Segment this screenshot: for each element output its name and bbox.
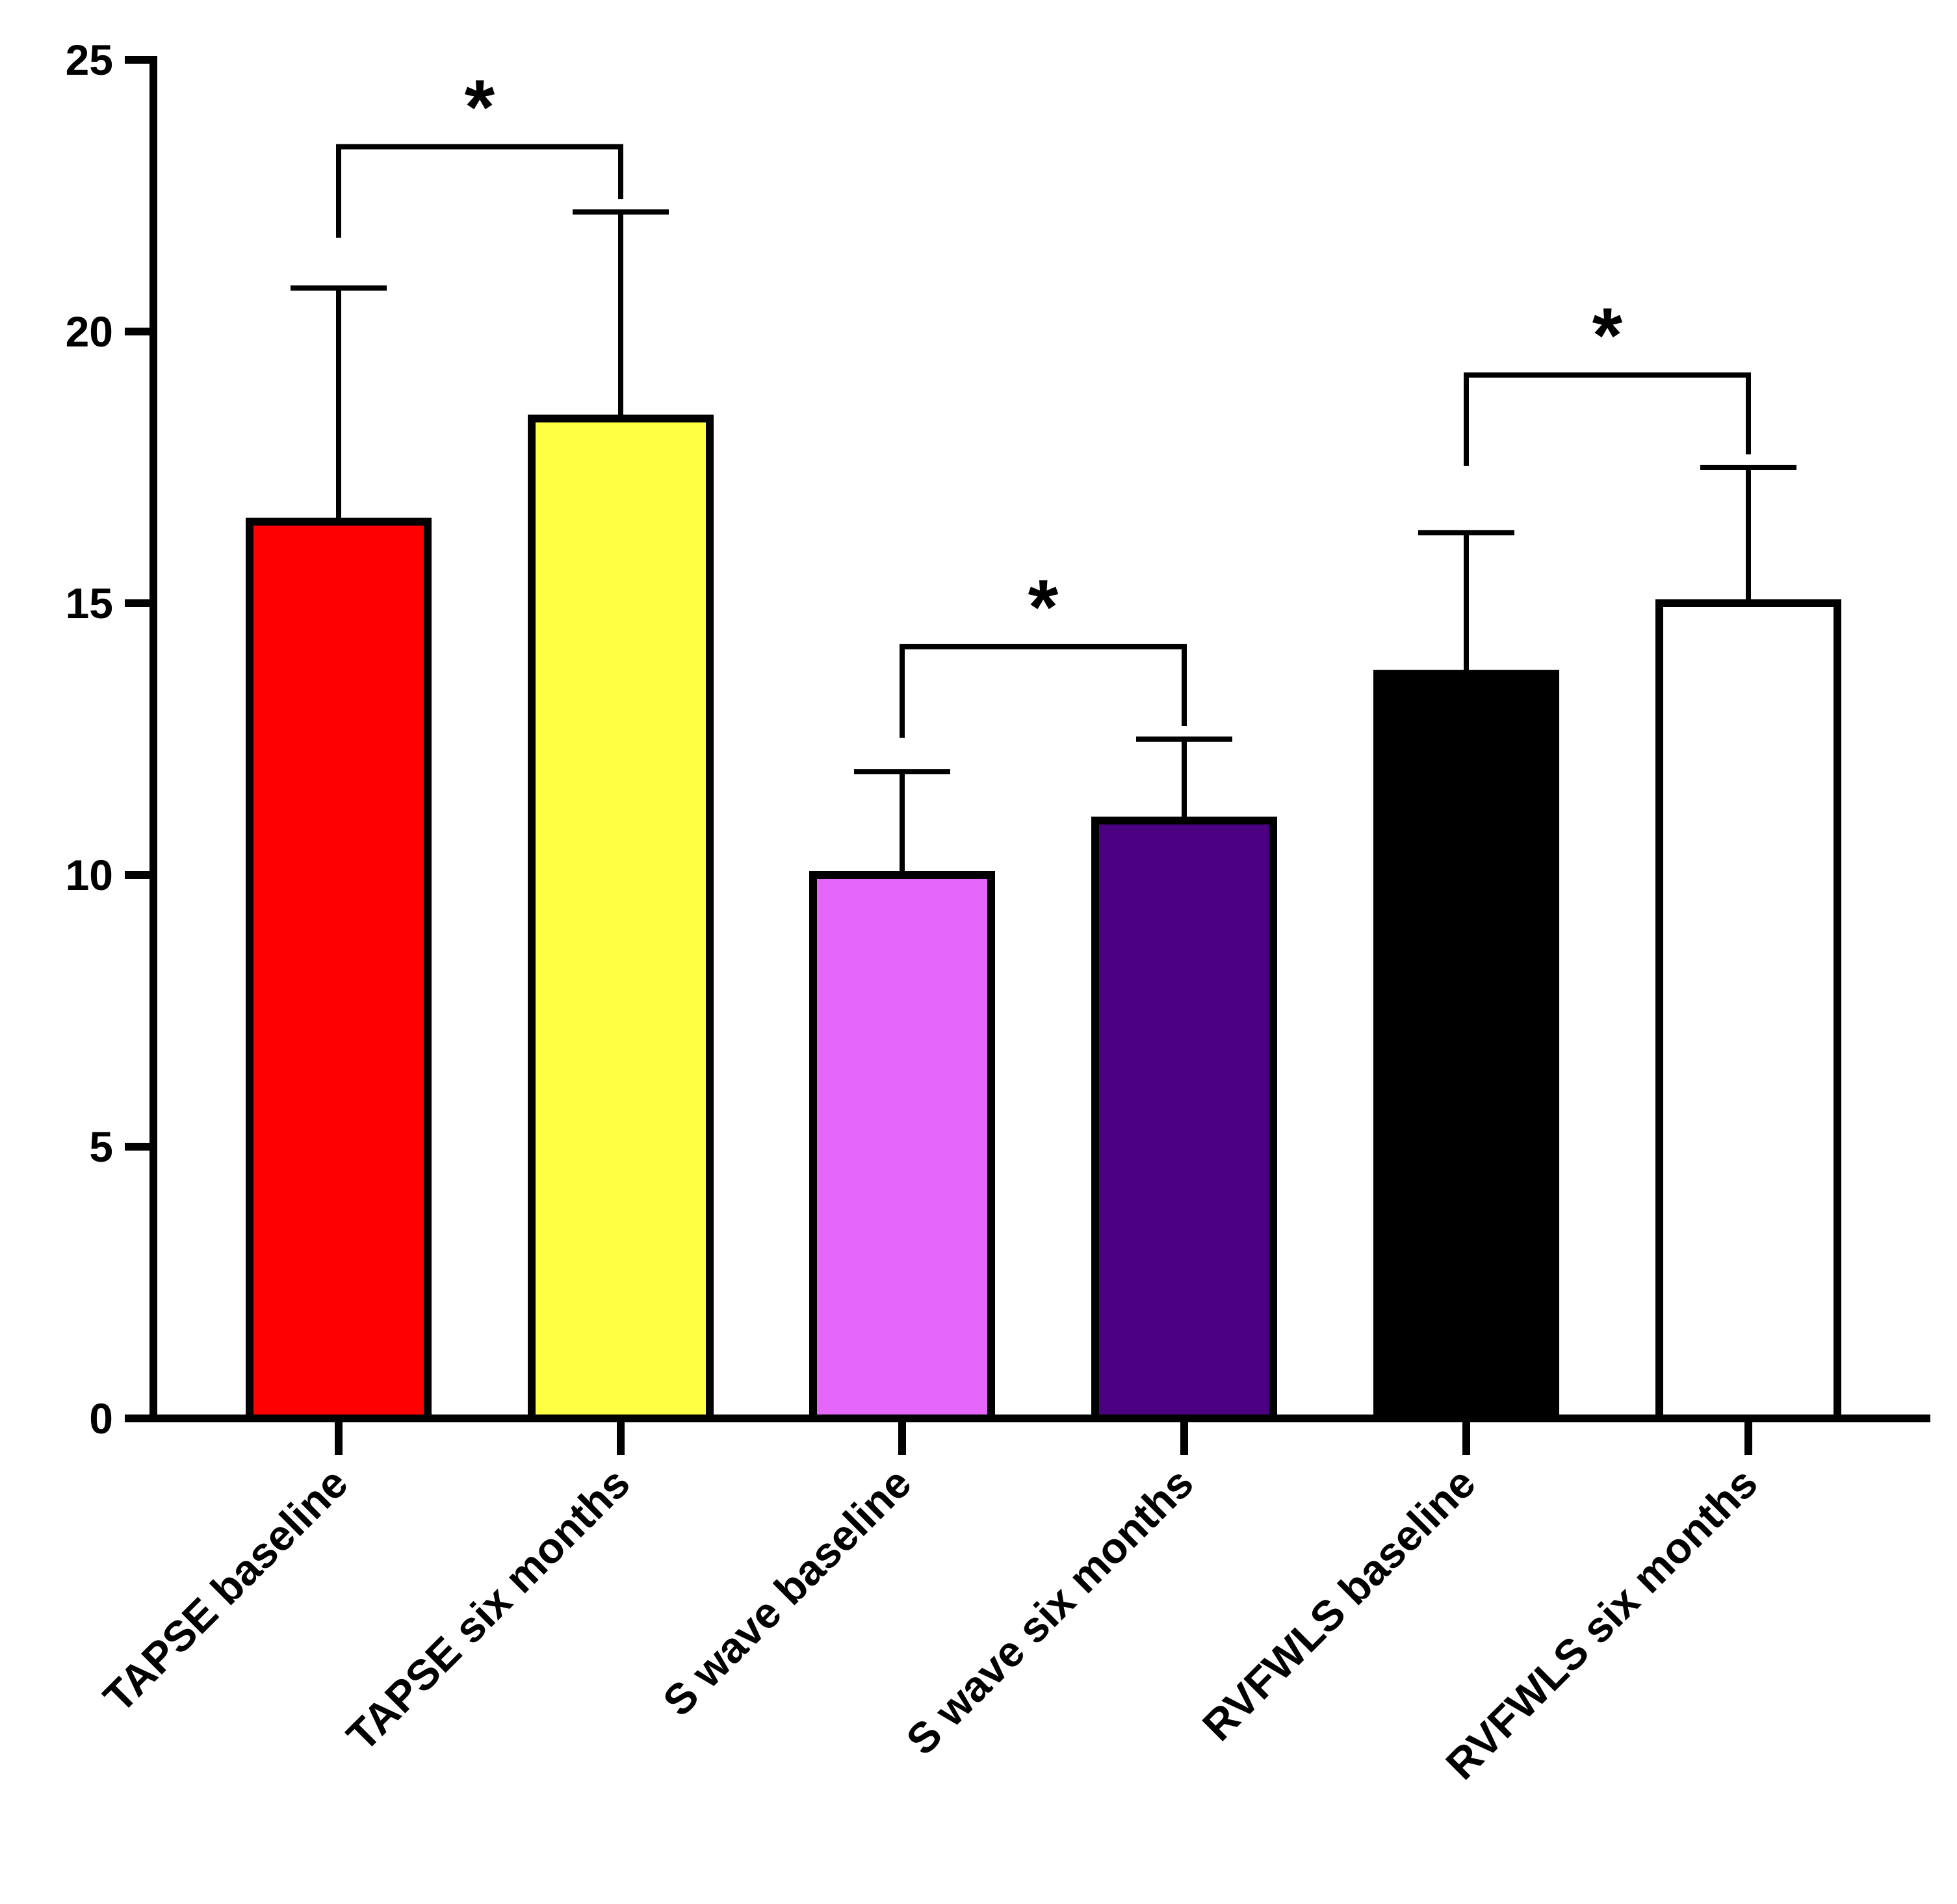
bar-rvfwls-six-months <box>1655 599 1841 1422</box>
significance-star-3: * <box>1592 292 1623 379</box>
axes-layer <box>125 56 1930 1455</box>
significance-bracket-3 <box>1464 372 1751 466</box>
bar-tapse-baseline <box>246 517 432 1422</box>
x-tick-label-s-wave-baseline: S wave baseline <box>654 1459 920 1725</box>
y-tick-label-10: 10 <box>66 851 113 899</box>
y-tick-label-0: 0 <box>89 1394 113 1442</box>
significance-layer: * * * <box>336 64 1751 738</box>
y-tick-label-15: 15 <box>66 579 113 627</box>
x-tick-label-tapse-six-months: TAPSE six months <box>337 1459 639 1760</box>
y-tick-label-20: 20 <box>66 307 113 356</box>
significance-star-2: * <box>1028 564 1059 651</box>
x-tick-label-tapse-baseline: TAPSE baseline <box>94 1459 357 1721</box>
x-tick-label-s-wave-six-months: S wave six months <box>897 1459 1202 1764</box>
significance-bracket-2 <box>900 644 1187 738</box>
y-tick-label-5: 5 <box>89 1123 113 1171</box>
bar-tapse-six-months <box>528 414 714 1422</box>
bar-s-wave-baseline <box>809 871 995 1422</box>
error-bars-layer <box>291 209 1796 875</box>
significance-bracket-1 <box>336 144 623 238</box>
y-tick-label-25: 25 <box>66 36 113 84</box>
x-tick-label-rvfwls-baseline: RVFWLS baseline <box>1193 1459 1484 1750</box>
x-tick-label-rvfwls-six-months: RVFWLS six months <box>1436 1459 1767 1789</box>
bar-rvfwls-baseline <box>1373 670 1559 1422</box>
significance-star-1: * <box>465 64 495 151</box>
bar-s-wave-six-months <box>1091 816 1277 1422</box>
